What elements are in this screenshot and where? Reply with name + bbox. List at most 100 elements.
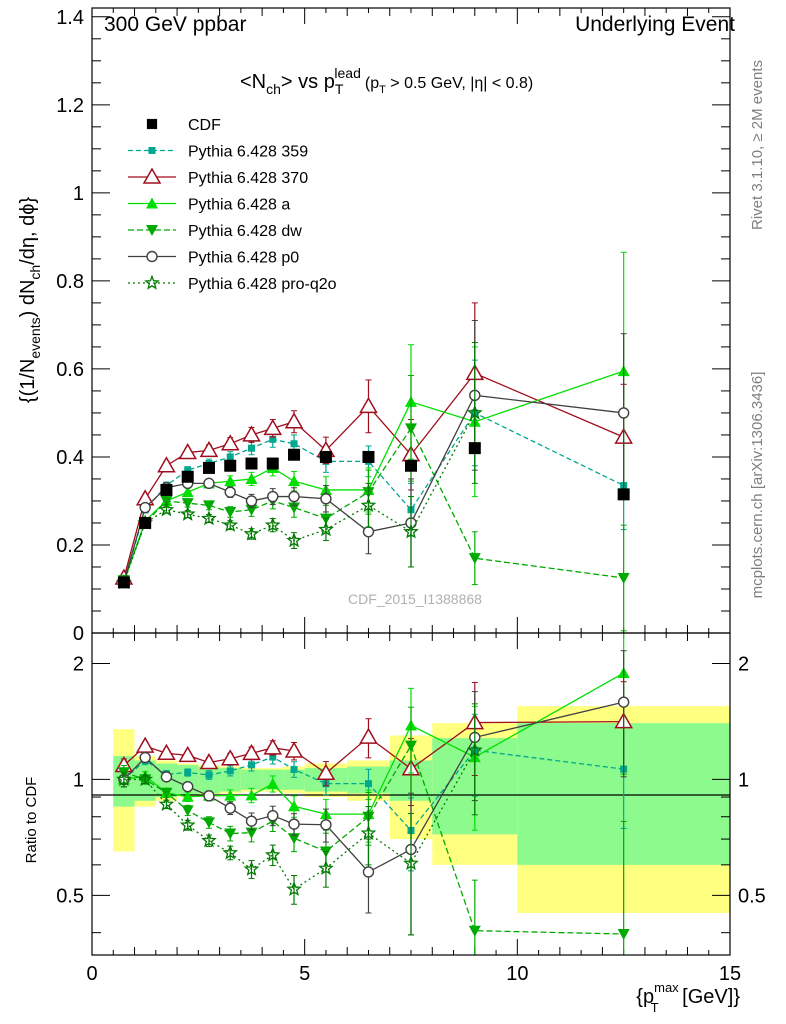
data-point [245, 457, 258, 470]
data-point [405, 740, 417, 752]
legend-item: Pythia 6.428 dw [128, 223, 302, 240]
data-point [157, 456, 176, 473]
data-point [362, 866, 375, 878]
data-point [263, 738, 283, 755]
data-point [181, 498, 194, 510]
data-point [267, 490, 279, 503]
data-point [468, 925, 481, 937]
data-point [224, 789, 237, 801]
data-point [360, 497, 377, 513]
data-point [220, 749, 240, 766]
series-5-ratio [115, 703, 483, 936]
ratio-band-inner [198, 766, 220, 794]
data-point [364, 780, 372, 788]
data-point [222, 516, 239, 532]
data-point [269, 435, 277, 443]
data-point [184, 466, 192, 474]
data-point [148, 147, 156, 154]
data-point [466, 741, 483, 757]
data-point [403, 523, 419, 539]
data-point [288, 448, 301, 461]
data-point [160, 787, 173, 799]
data-point [288, 490, 300, 503]
data-point [137, 771, 154, 787]
data-point [178, 745, 197, 763]
data-point [146, 225, 158, 236]
data-point [224, 802, 236, 814]
ratio-tick-label-left: 2 [73, 653, 84, 675]
data-point [158, 795, 175, 812]
data-point [245, 827, 258, 839]
data-point [617, 488, 630, 501]
legend-item: CDF [146, 117, 221, 134]
data-point [226, 453, 234, 461]
data-point [201, 832, 217, 848]
data-point [468, 553, 481, 565]
ratio-tick-label-right: 2 [738, 653, 749, 675]
data-point [181, 780, 194, 793]
legend-label: Pythia 6.428 370 [188, 170, 308, 187]
series-line [123, 394, 624, 583]
ratio-tick-label-right: 1 [738, 769, 749, 791]
data-point [288, 800, 301, 812]
data-point [199, 440, 219, 458]
data-point [243, 860, 260, 876]
data-point [290, 440, 298, 448]
data-point [139, 516, 152, 529]
x-tick-labels: 0 5 10 15 [86, 963, 741, 985]
data-point [266, 457, 279, 470]
data-point [318, 521, 334, 537]
data-point [146, 250, 158, 263]
legend-label: Pythia 6.428 p0 [188, 250, 299, 267]
ratio-tick-label-left: 0.5 [56, 885, 84, 907]
data-point [242, 425, 261, 442]
data-point [117, 576, 130, 589]
data-point [617, 696, 630, 708]
data-point [203, 477, 215, 490]
ratio-panel: 0.5 0.5 1 1 2 2 [56, 632, 766, 956]
data-point [288, 818, 300, 830]
data-point [245, 789, 258, 801]
legend-item: Pythia 6.428 359 [128, 144, 308, 161]
y-axis-label: {(1/Nevents) dNch/dη, dϕ} [17, 197, 43, 404]
data-point [146, 197, 158, 209]
ratio-axis-ticks: 0.5 0.5 1 1 2 2 [56, 633, 766, 955]
legend-item: Pythia 6.428 pro-q2o [128, 274, 337, 293]
series-line [123, 427, 624, 581]
data-point [160, 483, 173, 496]
data-point [617, 928, 630, 940]
data-point [320, 819, 332, 831]
data-point [181, 805, 194, 817]
header-right: Underlying Event [575, 13, 735, 36]
data-point [320, 493, 332, 505]
data-point [181, 470, 194, 483]
data-point [224, 486, 236, 498]
data-point [466, 404, 483, 420]
main-axis-ticks: 0 0.2 0.4 0.6 0.8 1 1.2 1.4 [56, 7, 731, 645]
ratio-series-line [123, 744, 624, 935]
data-point [318, 860, 334, 876]
y-tick-label: 0.4 [56, 447, 84, 469]
data-point [245, 472, 258, 484]
data-point [139, 501, 151, 514]
series-1-ratio [114, 681, 633, 807]
data-point [362, 526, 375, 538]
main-panel: 0 0.2 0.4 0.6 0.8 1 1.2 1.4 [56, 7, 731, 645]
data-point [142, 167, 162, 184]
ratio-band-inner [219, 768, 241, 792]
y-tick-label: 0.6 [56, 359, 84, 381]
y-tick-label: 0.2 [56, 535, 84, 557]
ratio-tick-label-right: 0.5 [738, 885, 766, 907]
data-point [245, 815, 258, 827]
data-point [224, 506, 237, 518]
data-point [242, 743, 261, 761]
data-point [160, 771, 173, 783]
series-5-main [115, 342, 483, 590]
data-point [202, 461, 215, 474]
data-point [224, 828, 237, 840]
data-point [144, 274, 160, 290]
legend: CDF Pythia 6.428 359 Pythia 6.428 370 Pythi… [128, 117, 337, 293]
data-point [203, 790, 215, 802]
ratio-series-layer [114, 632, 633, 956]
legend-item: Pythia 6.428 370 [128, 167, 308, 187]
